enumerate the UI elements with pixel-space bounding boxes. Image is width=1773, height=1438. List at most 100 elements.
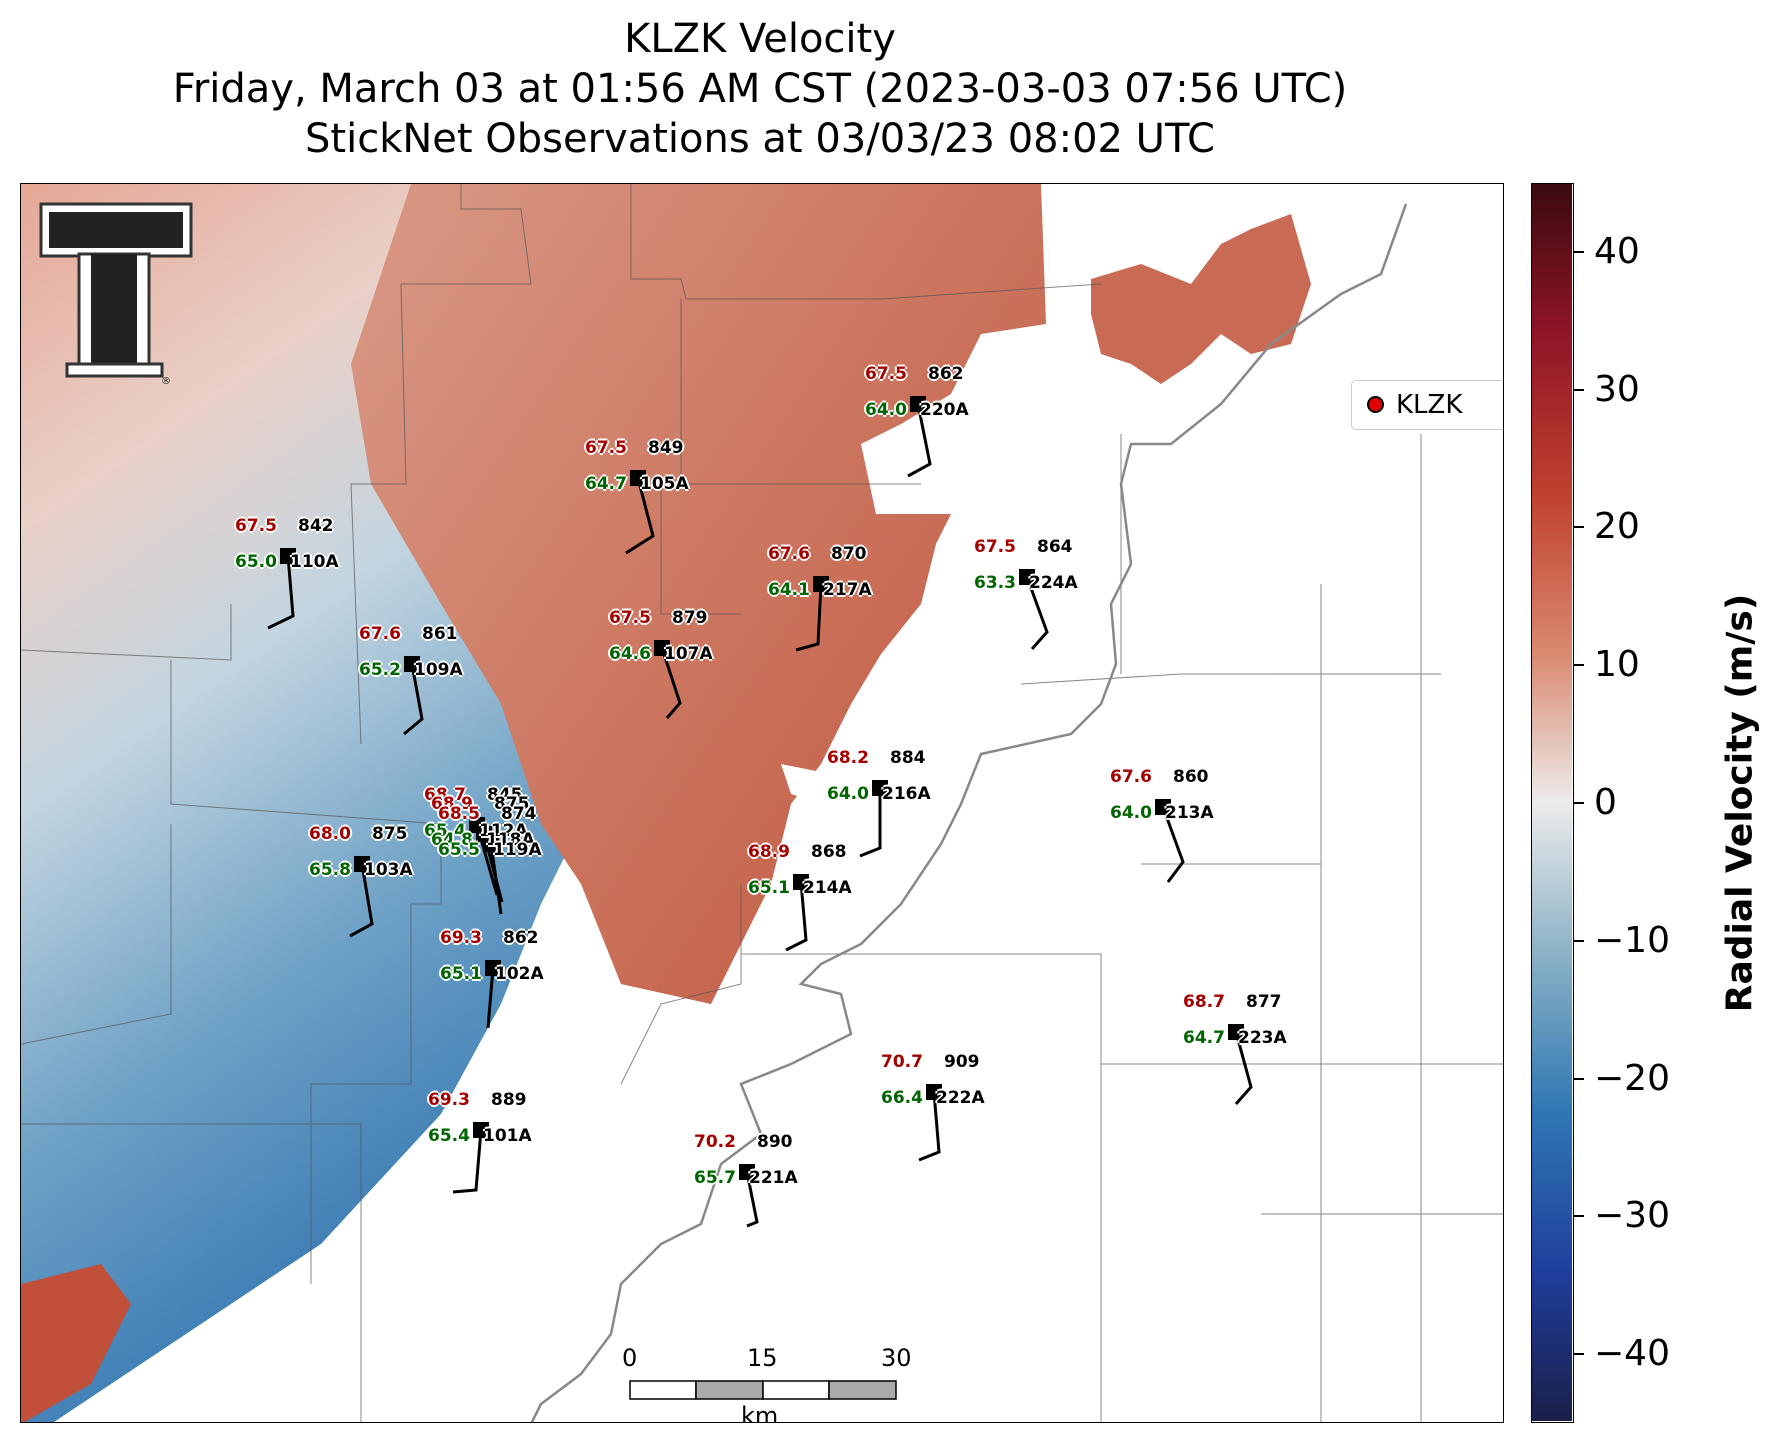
texas-tech-double-t-logo <box>39 202 193 378</box>
colorbar-tick-label: 30 <box>1594 368 1640 410</box>
colorbar <box>1531 183 1574 1423</box>
colorbar-tick-mark <box>1574 250 1584 253</box>
station-dewpoint: 64.0 <box>1110 803 1152 823</box>
station-marker-103A <box>354 856 370 872</box>
velocity-field-southwest-red <box>21 1264 131 1422</box>
colorbar-tick-label: −20 <box>1594 1057 1670 1099</box>
station-marker-216A <box>872 780 888 796</box>
colorbar-tick-mark <box>1574 1077 1584 1080</box>
colorbar-tick-label: −30 <box>1594 1195 1670 1237</box>
river-boundary <box>530 203 1408 1422</box>
station-dewpoint: 64.0 <box>827 784 869 804</box>
station-id: 223A <box>1238 1028 1287 1048</box>
station-pressure: 868 <box>811 842 847 862</box>
velocity-field-northeast <box>1091 214 1311 384</box>
colorbar-gradient <box>1532 184 1572 1421</box>
colorbar-tick-mark <box>1574 526 1584 529</box>
wind-barb-217A <box>795 583 823 652</box>
station-pressure: 864 <box>1037 537 1073 557</box>
wind-barb-103A <box>349 863 374 938</box>
station-marker-220A <box>910 396 926 412</box>
station-id: 107A <box>664 644 713 664</box>
station-marker-213A <box>1155 799 1171 815</box>
station-pressure: 862 <box>503 928 539 948</box>
station-dewpoint: 64.7 <box>1183 1028 1225 1048</box>
station-marker-109A <box>404 656 420 672</box>
station-temperature: 69.3 <box>440 928 482 948</box>
title-line-3: StickNet Observations at 03/03/23 08:02 … <box>305 116 1215 162</box>
title-line-1: KLZK Velocity <box>624 16 896 62</box>
logo-registered-mark: ® <box>161 376 171 387</box>
colorbar-tick-label: 10 <box>1594 644 1640 686</box>
velocity-field-west <box>21 184 641 1422</box>
station-temperature: 68.7 <box>424 785 466 805</box>
station-id: 119A <box>493 840 542 860</box>
station-marker-223A <box>1228 1024 1244 1040</box>
station-dewpoint: 63.3 <box>974 573 1016 593</box>
station-pressure: 845 <box>487 785 523 805</box>
station-id: 105A <box>640 474 689 494</box>
station-id: 109A <box>414 660 463 680</box>
station-temperature: 68.9 <box>748 842 790 862</box>
station-id: 110A <box>290 552 339 572</box>
station-marker-119A <box>483 836 499 852</box>
station-marker-221A <box>739 1164 755 1180</box>
station-dewpoint: 64.0 <box>865 400 907 420</box>
station-dewpoint: 65.7 <box>694 1168 736 1188</box>
title-line-2: Friday, March 03 at 01:56 AM CST (2023-0… <box>172 66 1348 112</box>
station-dewpoint: 66.4 <box>881 1088 923 1108</box>
colorbar-tick-mark <box>1574 802 1584 804</box>
station-dewpoint: 65.2 <box>359 660 401 680</box>
wind-barb-221A <box>745 1171 759 1228</box>
station-id: 102A <box>495 964 544 984</box>
station-temperature: 67.5 <box>974 537 1016 557</box>
station-temperature: 68.0 <box>309 824 351 844</box>
station-temperature: 67.5 <box>585 438 627 458</box>
colorbar-tick-label: 40 <box>1594 230 1640 272</box>
wind-barb-107A <box>660 647 682 719</box>
colorbar-tick-label: −10 <box>1594 919 1670 961</box>
station-temperature: 67.6 <box>359 624 401 644</box>
station-id: 217A <box>823 580 872 600</box>
station-dewpoint: 65.8 <box>309 860 351 880</box>
station-pressure: 884 <box>890 748 926 768</box>
scale-label-0: 0 <box>622 1344 638 1372</box>
station-marker-217A <box>813 576 829 592</box>
wind-barb-213A <box>1161 806 1185 883</box>
wind-barb-224A <box>1025 576 1049 650</box>
station-dewpoint: 64.8 <box>431 830 473 850</box>
station-pressure: 890 <box>757 1132 793 1152</box>
scale-unit: km <box>741 1402 779 1423</box>
scale-bar <box>629 1380 897 1400</box>
station-dewpoint: 65.1 <box>748 878 790 898</box>
station-pressure: 909 <box>944 1052 980 1072</box>
station-pressure: 875 <box>494 794 530 814</box>
station-id: 216A <box>882 784 931 804</box>
station-temperature: 67.6 <box>768 544 810 564</box>
station-temperature: 67.5 <box>609 608 651 628</box>
colorbar-tick-label: −40 <box>1594 1333 1670 1375</box>
station-temperature: 70.2 <box>694 1132 736 1152</box>
wind-barb-216A <box>859 788 882 858</box>
scale-label-15: 15 <box>747 1344 778 1372</box>
station-temperature: 68.5 <box>438 804 480 824</box>
station-dewpoint: 65.1 <box>440 964 482 984</box>
station-id: 220A <box>920 400 969 420</box>
stations-layer <box>267 396 1253 1228</box>
wind-barb-105A <box>625 477 655 555</box>
wind-barb-109A <box>403 663 424 736</box>
station-id: 112A <box>479 821 528 841</box>
station-id: 224A <box>1029 573 1078 593</box>
station-pressure: 875 <box>372 824 408 844</box>
station-temperature: 70.7 <box>881 1052 923 1072</box>
station-pressure: 879 <box>672 608 708 628</box>
radar-map-canvas: ® <box>21 184 1503 1422</box>
station-marker-222A <box>926 1084 942 1100</box>
station-id: 214A <box>803 878 852 898</box>
station-id: 221A <box>749 1168 798 1188</box>
station-pressure: 862 <box>928 364 964 384</box>
station-pressure: 860 <box>1173 767 1209 787</box>
station-temperature: 68.2 <box>827 748 869 768</box>
station-pressure: 889 <box>491 1090 527 1110</box>
station-temperature: 67.5 <box>865 364 907 384</box>
